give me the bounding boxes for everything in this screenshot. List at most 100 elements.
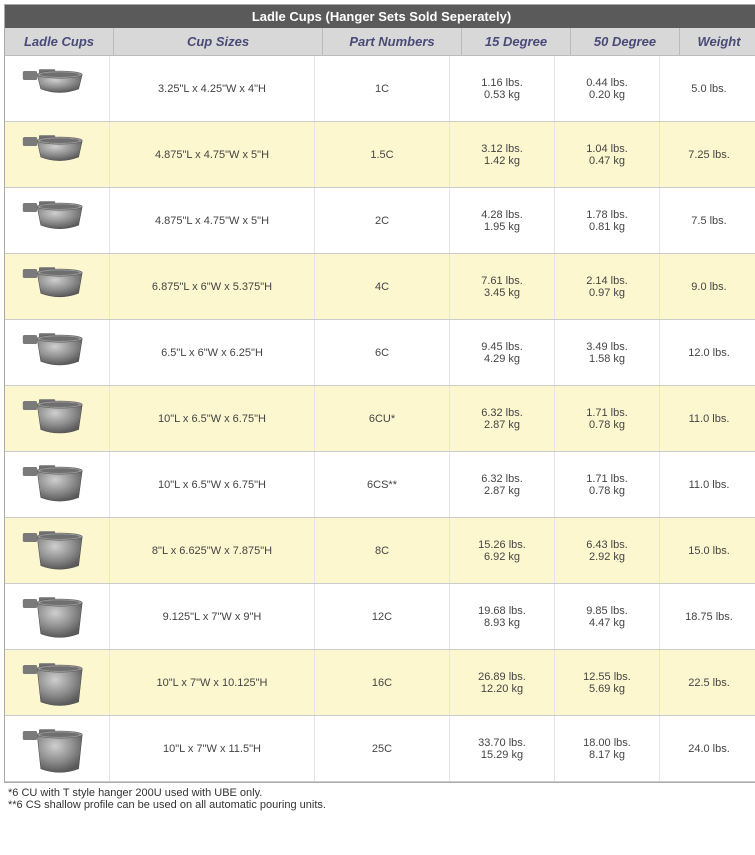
cell-weight: 18.75 lbs. <box>660 584 755 649</box>
cell-part-number: 6CS** <box>315 452 450 517</box>
cell-image <box>5 452 110 517</box>
table-row: 10"L x 6.5"W x 6.75"H 6CU* 6.32 lbs. 2.8… <box>5 386 755 452</box>
cell-part-number: 6C <box>315 320 450 385</box>
cell-weight: 7.5 lbs. <box>660 188 755 253</box>
cell-image <box>5 518 110 583</box>
table-title: Ladle Cups (Hanger Sets Sold Seperately) <box>5 5 755 28</box>
cell-part-number: 16C <box>315 650 450 715</box>
cell-15-degree: 3.12 lbs. 1.42 kg <box>450 122 555 187</box>
ladle-cup-icon <box>21 722 93 776</box>
cell-15-degree: 33.70 lbs. 15.29 kg <box>450 716 555 781</box>
cell-50-degree: 3.49 lbs. 1.58 kg <box>555 320 660 385</box>
cell-50-degree: 9.85 lbs. 4.47 kg <box>555 584 660 649</box>
cell-image <box>5 254 110 319</box>
table-row: 9.125"L x 7"W x 9"H 12C 19.68 lbs. 8.93 … <box>5 584 755 650</box>
cell-weight: 22.5 lbs. <box>660 650 755 715</box>
table-header-row: Ladle Cups Cup Sizes Part Numbers 15 Deg… <box>5 28 755 56</box>
ladle-cup-icon <box>21 128 93 182</box>
table-row: 4.875"L x 4.75"W x 5"H 2C 4.28 lbs. 1.95… <box>5 188 755 254</box>
ladle-cup-icon <box>21 392 93 446</box>
cell-part-number: 25C <box>315 716 450 781</box>
ladle-cup-icon <box>21 326 93 380</box>
cell-15-degree: 19.68 lbs. 8.93 kg <box>450 584 555 649</box>
cell-cup-size: 6.875"L x 6"W x 5.375"H <box>110 254 315 319</box>
cell-weight: 11.0 lbs. <box>660 386 755 451</box>
table-row: 8"L x 6.625"W x 7.875"H 8C 15.26 lbs. 6.… <box>5 518 755 584</box>
ladle-cup-icon <box>21 524 93 578</box>
table-body: 3.25"L x 4.25"W x 4"H 1C 1.16 lbs. 0.53 … <box>5 56 755 782</box>
cell-image <box>5 56 110 121</box>
cell-weight: 9.0 lbs. <box>660 254 755 319</box>
cell-50-degree: 18.00 lbs. 8.17 kg <box>555 716 660 781</box>
ladle-cup-icon <box>21 590 93 644</box>
cell-cup-size: 10"L x 7"W x 10.125"H <box>110 650 315 715</box>
table-row: 10"L x 6.5"W x 6.75"H 6CS** 6.32 lbs. 2.… <box>5 452 755 518</box>
ladle-cup-icon <box>21 656 93 710</box>
ladle-cup-icon <box>21 260 93 314</box>
cell-cup-size: 4.875"L x 4.75"W x 5"H <box>110 122 315 187</box>
ladle-cup-icon <box>21 458 93 512</box>
header-ladle-cups: Ladle Cups <box>5 28 114 55</box>
cell-15-degree: 1.16 lbs. 0.53 kg <box>450 56 555 121</box>
cell-cup-size: 8"L x 6.625"W x 7.875"H <box>110 518 315 583</box>
cell-part-number: 12C <box>315 584 450 649</box>
cell-15-degree: 6.32 lbs. 2.87 kg <box>450 452 555 517</box>
ladle-cups-table: Ladle Cups (Hanger Sets Sold Seperately)… <box>4 4 755 783</box>
cell-image <box>5 716 110 781</box>
cell-part-number: 4C <box>315 254 450 319</box>
cell-weight: 11.0 lbs. <box>660 452 755 517</box>
footnotes: *6 CU with T style hanger 200U used with… <box>4 783 755 813</box>
header-cup-sizes: Cup Sizes <box>114 28 323 55</box>
ladle-cup-icon <box>21 62 93 116</box>
cell-image <box>5 650 110 715</box>
cell-cup-size: 10"L x 6.5"W x 6.75"H <box>110 386 315 451</box>
cell-image <box>5 584 110 649</box>
cell-weight: 15.0 lbs. <box>660 518 755 583</box>
cell-15-degree: 4.28 lbs. 1.95 kg <box>450 188 555 253</box>
table-row: 4.875"L x 4.75"W x 5"H 1.5C 3.12 lbs. 1.… <box>5 122 755 188</box>
cell-50-degree: 0.44 lbs. 0.20 kg <box>555 56 660 121</box>
cell-cup-size: 3.25"L x 4.25"W x 4"H <box>110 56 315 121</box>
cell-image <box>5 386 110 451</box>
cell-weight: 5.0 lbs. <box>660 56 755 121</box>
header-weight: Weight <box>680 28 755 55</box>
cell-50-degree: 1.04 lbs. 0.47 kg <box>555 122 660 187</box>
cell-weight: 7.25 lbs. <box>660 122 755 187</box>
cell-cup-size: 4.875"L x 4.75"W x 5"H <box>110 188 315 253</box>
table-row: 10"L x 7"W x 11.5"H 25C 33.70 lbs. 15.29… <box>5 716 755 782</box>
cell-50-degree: 2.14 lbs. 0.97 kg <box>555 254 660 319</box>
header-15-degree: 15 Degree <box>462 28 571 55</box>
cell-15-degree: 6.32 lbs. 2.87 kg <box>450 386 555 451</box>
cell-15-degree: 15.26 lbs. 6.92 kg <box>450 518 555 583</box>
cell-15-degree: 26.89 lbs. 12.20 kg <box>450 650 555 715</box>
table-row: 6.875"L x 6"W x 5.375"H 4C 7.61 lbs. 3.4… <box>5 254 755 320</box>
cell-cup-size: 9.125"L x 7"W x 9"H <box>110 584 315 649</box>
cell-image <box>5 188 110 253</box>
cell-50-degree: 1.71 lbs. 0.78 kg <box>555 452 660 517</box>
footnote-6cu: *6 CU with T style hanger 200U used with… <box>8 787 755 799</box>
cell-part-number: 6CU* <box>315 386 450 451</box>
footnote-6cs: **6 CS shallow profile can be used on al… <box>8 799 755 811</box>
cell-part-number: 8C <box>315 518 450 583</box>
table-row: 6.5"L x 6"W x 6.25"H 6C 9.45 lbs. 4.29 k… <box>5 320 755 386</box>
cell-cup-size: 6.5"L x 6"W x 6.25"H <box>110 320 315 385</box>
cell-weight: 12.0 lbs. <box>660 320 755 385</box>
cell-cup-size: 10"L x 6.5"W x 6.75"H <box>110 452 315 517</box>
cell-weight: 24.0 lbs. <box>660 716 755 781</box>
cell-15-degree: 9.45 lbs. 4.29 kg <box>450 320 555 385</box>
cell-15-degree: 7.61 lbs. 3.45 kg <box>450 254 555 319</box>
header-50-degree: 50 Degree <box>571 28 680 55</box>
header-part-numbers: Part Numbers <box>323 28 462 55</box>
cell-50-degree: 6.43 lbs. 2.92 kg <box>555 518 660 583</box>
table-row: 10"L x 7"W x 10.125"H 16C 26.89 lbs. 12.… <box>5 650 755 716</box>
ladle-cup-icon <box>21 194 93 248</box>
cell-image <box>5 320 110 385</box>
cell-50-degree: 12.55 lbs. 5.69 kg <box>555 650 660 715</box>
cell-part-number: 1.5C <box>315 122 450 187</box>
cell-image <box>5 122 110 187</box>
cell-cup-size: 10"L x 7"W x 11.5"H <box>110 716 315 781</box>
cell-part-number: 2C <box>315 188 450 253</box>
cell-50-degree: 1.71 lbs. 0.78 kg <box>555 386 660 451</box>
table-row: 3.25"L x 4.25"W x 4"H 1C 1.16 lbs. 0.53 … <box>5 56 755 122</box>
cell-part-number: 1C <box>315 56 450 121</box>
